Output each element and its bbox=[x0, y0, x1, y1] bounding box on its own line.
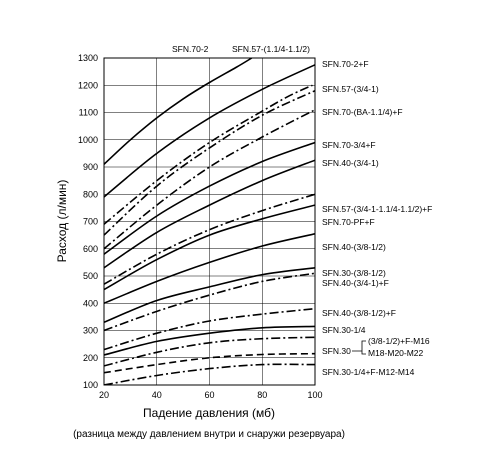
plot-frame bbox=[103, 57, 316, 386]
series-line bbox=[104, 307, 315, 351]
y-tick-label: 1000 bbox=[78, 135, 98, 145]
series-label: SFN.30-(3/8-1/2) bbox=[322, 268, 386, 278]
series-line bbox=[104, 325, 315, 356]
bracket-label: SFN.30 bbox=[322, 346, 351, 356]
series-line bbox=[104, 89, 315, 236]
x-tick-label: 20 bbox=[99, 390, 109, 400]
y-tick-label: 900 bbox=[83, 162, 98, 172]
sfn30-bracket-group: SFN.30 (3/8-1/2)+F-M16 M18-M20-M22 bbox=[322, 336, 430, 358]
series-line bbox=[104, 159, 315, 269]
y-tick-label: 700 bbox=[83, 217, 98, 227]
series-label: SFN.40-(3/4-1) bbox=[322, 158, 379, 168]
x-tick-label: 40 bbox=[152, 390, 162, 400]
right-series-labels: SFN.70-2+F SFN.57-(3/4-1) SFN.70-(BA-1.1/4… bbox=[322, 59, 432, 377]
y-tick-label: 1300 bbox=[78, 53, 98, 63]
x-tick-label: 80 bbox=[257, 390, 267, 400]
series-line bbox=[104, 193, 315, 285]
series-line bbox=[104, 64, 315, 198]
x-tick-label: 60 bbox=[204, 390, 214, 400]
series-label: SFN.30-1/4 bbox=[322, 325, 366, 335]
series-label: SFN.70-3/4+F bbox=[322, 140, 376, 150]
y-tick-label: 800 bbox=[83, 189, 98, 199]
series-line bbox=[104, 141, 315, 255]
y-axis-title: Расход (л/мин) bbox=[55, 180, 69, 263]
series-label: SFN.30-1/4+F-M12-M14 bbox=[322, 367, 415, 377]
y-tick-label: 400 bbox=[83, 298, 98, 308]
series-label: SFN.40-(3/8-1/2) bbox=[322, 242, 386, 252]
x-axis-subtitle: (разница между давлением внутри и снаруж… bbox=[73, 429, 345, 440]
tick-labels: 100 200 300 400 500 600 700 800 900 1000 1100 1200 1… bbox=[78, 53, 323, 400]
series-line bbox=[104, 272, 315, 332]
series-line bbox=[104, 336, 315, 367]
series-line bbox=[104, 352, 315, 374]
series-line bbox=[104, 58, 253, 165]
x-tick-label: 100 bbox=[307, 390, 322, 400]
series-label: SFN.70-(BA-1.1/4)+F bbox=[322, 107, 403, 117]
series-label: SFN.40-(3/8-1/2)+F bbox=[322, 308, 396, 318]
series-line bbox=[104, 363, 315, 385]
series-label: SFN.57-(3/4-1-1.1/4-1.1/2)+F bbox=[322, 204, 432, 214]
y-tick-label: 1200 bbox=[78, 80, 98, 90]
top-series-labels: SFN.70-2 SFN.57-(1.1/4-1.1/2) bbox=[172, 44, 310, 54]
y-tick-label: 500 bbox=[83, 271, 98, 281]
top-series-label: SFN.57-(1.1/4-1.1/2) bbox=[232, 44, 310, 54]
bracket-item-label: M18-M20-M22 bbox=[368, 348, 424, 358]
series-lines bbox=[104, 58, 315, 385]
series-line bbox=[104, 84, 313, 225]
y-tick-label: 100 bbox=[83, 380, 98, 390]
series-label: SFN.70-PF+F bbox=[322, 217, 375, 227]
series-label: SFN.40-(3/4-1)+F bbox=[322, 278, 389, 288]
y-tick-label: 300 bbox=[83, 326, 98, 336]
top-series-label: SFN.70-2 bbox=[172, 44, 209, 54]
series-label: SFN.70-2+F bbox=[322, 59, 369, 69]
x-axis-title: Падение давления (мб) bbox=[143, 406, 275, 420]
series-line bbox=[104, 109, 315, 250]
series-line bbox=[104, 204, 315, 291]
y-tick-label: 200 bbox=[83, 353, 98, 363]
series-label: SFN.57-(3/4-1) bbox=[322, 84, 379, 94]
bracket-item-label: (3/8-1/2)+F-M16 bbox=[368, 336, 430, 346]
series-line bbox=[104, 233, 315, 305]
y-tick-label: 600 bbox=[83, 244, 98, 254]
bracket-line bbox=[352, 340, 366, 355]
series-line bbox=[104, 267, 315, 324]
y-tick-label: 1100 bbox=[79, 108, 98, 118]
